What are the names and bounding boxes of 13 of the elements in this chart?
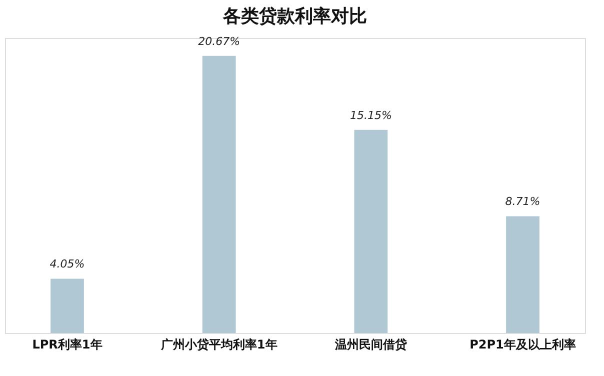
bar [354,130,388,333]
bar [50,278,84,333]
x-tick-label: 广州小贷平均利率1年 [160,338,278,352]
x-tick-label: 温州民间借贷 [334,338,407,352]
x-tick-label: LPR利率1年 [32,338,102,352]
bar [506,216,540,333]
data-label: 4.05% [50,258,85,271]
bar [202,56,236,333]
data-label: 15.15% [350,108,392,122]
data-label: 20.67% [198,34,240,48]
chart-title: 各类贷款利率对比 [222,6,367,27]
x-tick-label: P2P1年及以上利率 [470,338,576,352]
data-label: 8.71% [505,195,540,208]
